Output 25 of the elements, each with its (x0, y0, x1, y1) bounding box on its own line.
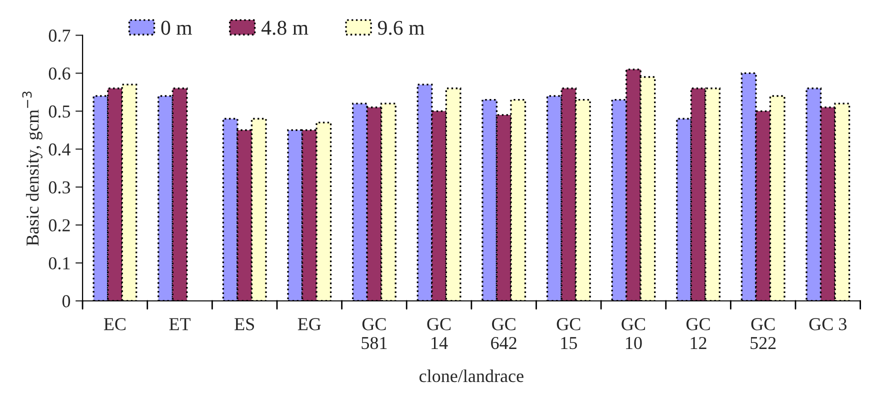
y-tick-label: 0.3 (48, 181, 70, 194)
x-axis-title: clone/landrace (419, 369, 524, 382)
x-tick-label: GC 10 (622, 318, 646, 350)
y-axis-title: Basic density, gcm$^{−3}$ (22, 92, 42, 246)
y-tick-label: 0.5 (48, 105, 70, 118)
x-tick-label: ET (169, 318, 191, 330)
legend-label: 0 m (161, 20, 192, 35)
y-tick-label: 0.4 (48, 143, 70, 156)
x-tick-label: GC 581 (362, 318, 387, 350)
y-tick-label: 0.2 (48, 219, 70, 232)
y-tick-label: 0 (62, 295, 70, 308)
x-tick-label: GC 12 (686, 318, 710, 349)
x-tick-label: EG (298, 318, 321, 330)
x-tick-label: GC 642 (491, 318, 516, 350)
x-tick-label: GC 522 (750, 318, 776, 350)
x-tick-label: GC 15 (556, 318, 580, 350)
x-tick-label: GC 3 (809, 318, 847, 330)
x-tick-label: EC (104, 318, 126, 330)
y-tick-label: 0.1 (48, 257, 70, 270)
y-tick-label: 0.6 (48, 67, 70, 80)
legend-label: 9.6 m (378, 20, 424, 35)
legend-label: 4.8 m (261, 20, 308, 35)
y-tick-label: 0.7 (48, 30, 70, 42)
x-tick-label: ES (234, 318, 254, 330)
x-tick-label: GC 14 (427, 318, 451, 349)
